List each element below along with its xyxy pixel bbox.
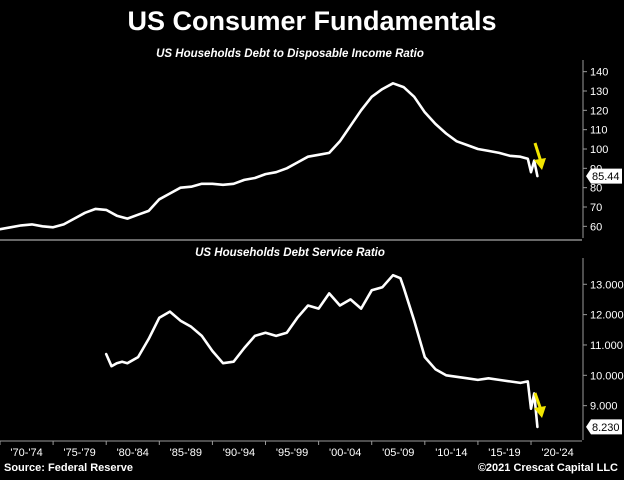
x-tick-label: '10-'14: [435, 447, 467, 459]
y-tick-label: 130: [590, 86, 608, 98]
copyright-note: ©2021 Crescat Capital LLC: [477, 462, 618, 474]
x-tick-label: '90-'94: [223, 447, 255, 459]
panel2-series-line: [104, 273, 539, 429]
x-tick-label: '80-'84: [117, 447, 149, 459]
y-tick-label: 12.000: [590, 310, 624, 322]
arrow-head: [534, 406, 546, 418]
panel2-last-value-badge: 8.230: [586, 419, 622, 435]
arrow-shaft: [533, 142, 543, 163]
y-tick-label: 10.000: [590, 370, 624, 382]
page-title: US Consumer Fundamentals: [127, 6, 497, 36]
y-tick-label: 11.000: [590, 340, 623, 352]
x-axis-ticks: '70-'74 '75-'79 '80-'84 '85-'89 '90-'94 '95-'…: [0, 441, 574, 459]
y-tick-label: 70: [590, 202, 602, 214]
y-tick-label: 9.000: [590, 401, 618, 413]
panel1-last-value-box: [586, 168, 622, 184]
y-tick-label: 100: [590, 144, 608, 156]
y-tick-label: 80: [590, 183, 602, 195]
panel2-down-arrow-icon: [533, 392, 546, 418]
x-tick-label: '85-'89: [170, 447, 202, 459]
x-tick-label: '20-'24: [541, 447, 573, 459]
y-tick-label: 60: [590, 221, 602, 233]
x-tick-label: '15-'19: [488, 447, 520, 459]
source-note: Source: Federal Reserve: [4, 462, 134, 474]
x-tick-label: '00-'04: [329, 447, 361, 459]
panel1-title: US Households Debt to Disposable Income …: [156, 48, 424, 60]
x-tick-label: '70-'74: [10, 447, 42, 459]
panel1-down-arrow-icon: [533, 142, 546, 170]
panel2-last-value: 8.230: [592, 422, 620, 434]
y-tick-label: 13.000: [590, 279, 624, 291]
x-tick-label: '75-'79: [63, 447, 95, 459]
panel2-last-value-box: [586, 419, 622, 435]
y-tick-label: 110: [590, 125, 608, 137]
y-tick-label: 120: [590, 105, 608, 117]
panel1-series-line: [0, 82, 539, 231]
arrow-head: [534, 158, 546, 170]
x-tick-label: '95-'99: [276, 447, 308, 459]
panel2-y-ticks: 9.000 10.000 11.000 12.000 13.000: [583, 279, 624, 413]
x-tick-label: '05-'09: [382, 447, 414, 459]
panel1-y-ticks: 60708090100110120130140: [583, 67, 608, 233]
panel2-title: US Households Debt Service Ratio: [195, 247, 385, 259]
panel1-last-value-badge: 85.44: [586, 168, 622, 184]
y-tick-label: 140: [590, 67, 608, 79]
panel1-last-value: 85.44: [592, 171, 620, 183]
